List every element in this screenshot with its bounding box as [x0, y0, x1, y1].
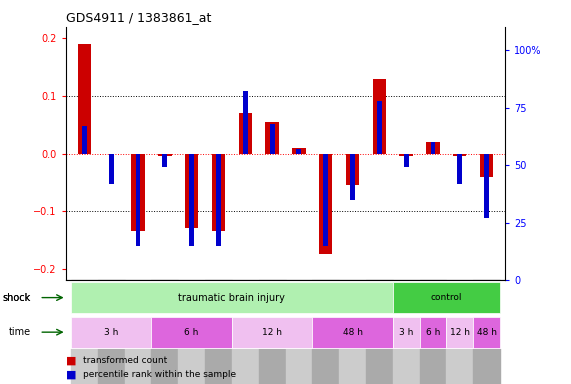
Text: time: time [9, 327, 30, 337]
Bar [232, 280, 259, 384]
Bar [400, 154, 413, 157]
Bar [420, 316, 447, 348]
Bar [431, 142, 435, 154]
Text: transformed count: transformed count [83, 356, 167, 366]
Text: ■: ■ [66, 369, 76, 379]
Bar [212, 154, 225, 231]
Bar [232, 316, 312, 348]
Bar [151, 316, 232, 348]
Bar [453, 154, 467, 157]
Bar [78, 44, 91, 154]
Text: 12 h: 12 h [262, 328, 282, 337]
Text: shock: shock [2, 293, 30, 303]
Bar [205, 280, 232, 384]
Bar [239, 113, 252, 154]
Bar [373, 79, 386, 154]
Text: ■: ■ [66, 356, 76, 366]
Bar [71, 280, 98, 384]
Text: traumatic brain injury: traumatic brain injury [179, 293, 286, 303]
Bar [109, 154, 114, 184]
Text: control: control [431, 293, 462, 302]
Bar [393, 282, 500, 313]
Bar [312, 316, 393, 348]
Bar [178, 280, 205, 384]
Bar [266, 122, 279, 154]
Bar [185, 154, 198, 228]
Bar [447, 316, 473, 348]
Text: 3 h: 3 h [104, 328, 118, 337]
Bar [286, 280, 312, 384]
Text: shock: shock [2, 293, 30, 303]
Bar [319, 154, 332, 254]
Bar [377, 101, 382, 154]
Bar [480, 154, 493, 177]
Bar [393, 316, 420, 348]
Bar [339, 280, 366, 384]
Bar [312, 280, 339, 384]
Bar [457, 154, 462, 184]
Text: 6 h: 6 h [426, 328, 440, 337]
Bar [82, 126, 87, 154]
Bar [426, 142, 440, 154]
Bar [404, 154, 409, 167]
Text: percentile rank within the sample: percentile rank within the sample [83, 370, 236, 379]
Bar [447, 280, 473, 384]
Bar [259, 280, 286, 384]
Bar [296, 149, 301, 154]
Bar [131, 154, 145, 231]
Text: GDS4911 / 1383861_at: GDS4911 / 1383861_at [66, 11, 211, 24]
Bar [473, 316, 500, 348]
Bar [346, 154, 359, 185]
Bar [98, 280, 124, 384]
Bar [216, 154, 221, 246]
Bar [420, 280, 447, 384]
Bar [393, 280, 420, 384]
Bar [158, 154, 171, 157]
Text: 48 h: 48 h [343, 328, 363, 337]
Bar [473, 280, 500, 384]
Text: 48 h: 48 h [477, 328, 497, 337]
Bar [151, 280, 178, 384]
Bar [366, 280, 393, 384]
Bar [292, 148, 305, 154]
Bar [124, 280, 151, 384]
Text: 3 h: 3 h [399, 328, 413, 337]
Bar [270, 124, 275, 154]
Bar [136, 154, 140, 246]
Bar [71, 282, 393, 313]
Bar [350, 154, 355, 200]
Text: 6 h: 6 h [184, 328, 199, 337]
Bar [162, 154, 167, 167]
Bar [189, 154, 194, 246]
Text: 12 h: 12 h [450, 328, 470, 337]
Bar [484, 154, 489, 218]
Bar [71, 316, 151, 348]
Bar [243, 91, 248, 154]
Bar [323, 154, 328, 246]
